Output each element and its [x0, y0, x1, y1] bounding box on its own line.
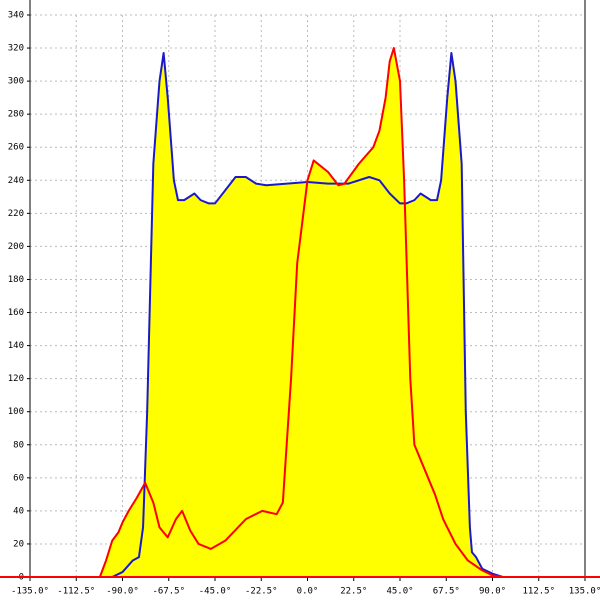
y-tick-label: 40 — [13, 506, 24, 516]
x-tick-label: -112.5° — [57, 587, 95, 597]
x-tick-label: -22.5° — [245, 587, 278, 597]
y-tick-label: 320 — [8, 44, 24, 54]
x-tick-label: 90.0° — [479, 587, 506, 597]
area-fill — [99, 48, 503, 577]
y-tick-label: 160 — [8, 308, 24, 318]
y-tick-label: 60 — [13, 473, 24, 483]
y-tick-label: 220 — [8, 209, 24, 219]
y-tick-label: 120 — [8, 374, 24, 384]
y-tick-label: 280 — [8, 110, 24, 120]
x-tick-label: -67.5° — [152, 587, 185, 597]
series-line — [98, 47, 503, 578]
y-tick-label: 300 — [8, 77, 24, 87]
x-tick-label: 0.0° — [297, 587, 319, 597]
x-tick-label: -135.0° — [11, 587, 49, 597]
x-tick-label: 45.0° — [386, 587, 413, 597]
y-tick-label: 20 — [13, 539, 24, 549]
x-tick-label: 135.0° — [569, 587, 600, 597]
y-tick-label: 140 — [8, 341, 24, 351]
y-tick-label: 180 — [8, 275, 24, 285]
y-tick-label: 240 — [8, 176, 24, 186]
x-tick-label: 112.5° — [522, 587, 555, 597]
x-tick-label: -45.0° — [199, 587, 232, 597]
x-tick-label: 22.5° — [340, 587, 367, 597]
x-tick-label: 67.5° — [433, 587, 460, 597]
y-tick-label: 340 — [8, 11, 24, 21]
series-line — [111, 52, 504, 578]
y-tick-label: 80 — [13, 440, 24, 450]
y-tick-label: 200 — [8, 242, 24, 252]
y-tick-label: 100 — [8, 407, 24, 417]
x-tick-label: -90.0° — [106, 587, 139, 597]
y-tick-label: 260 — [8, 143, 24, 153]
